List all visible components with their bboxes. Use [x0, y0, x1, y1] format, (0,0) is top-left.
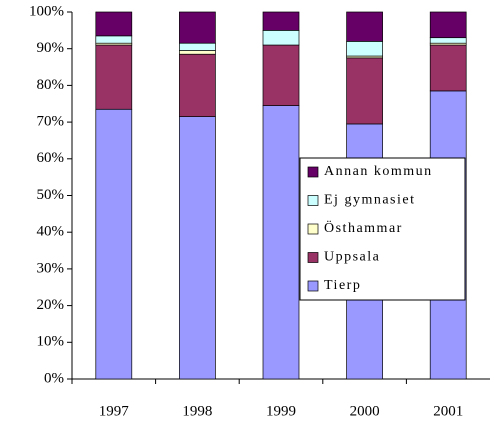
legend-swatch — [307, 280, 319, 292]
bar-segment — [262, 11, 300, 31]
bar-segment — [95, 108, 133, 380]
bar-segment — [346, 57, 383, 125]
y-tick-label: 80% — [37, 77, 65, 93]
bar-segment — [179, 11, 216, 44]
y-tick-label: 50% — [37, 187, 65, 203]
bar-segment — [346, 41, 383, 57]
bar-segment — [262, 105, 300, 380]
y-tick-label: 40% — [37, 224, 65, 240]
y-tick-label: 20% — [37, 297, 65, 313]
legend-swatch — [307, 195, 319, 206]
legend-swatch — [307, 166, 319, 178]
bar-segment — [429, 44, 467, 92]
legend-label: Tierp — [324, 278, 361, 293]
legend-swatch — [307, 252, 319, 263]
y-tick-label: 30% — [37, 260, 65, 276]
legend-swatch — [307, 223, 319, 235]
y-tick-label: 0% — [44, 370, 64, 386]
bar-segment — [262, 30, 300, 46]
legend-label: Ej gymnasiet — [324, 193, 416, 208]
bar-segment — [179, 53, 216, 117]
x-tick-label: 2001 — [433, 403, 463, 419]
y-tick-label: 70% — [37, 114, 65, 130]
x-tick-label: 1999 — [266, 403, 296, 419]
bar-segment — [429, 37, 467, 44]
bar-segment — [179, 50, 216, 55]
x-tick-label: 1997 — [99, 403, 130, 419]
bar-segment — [262, 44, 300, 106]
bar-segment — [95, 35, 133, 44]
bar-segment — [95, 44, 133, 110]
y-tick-label: 60% — [37, 150, 65, 166]
legend-label: Annan kommun — [324, 164, 433, 179]
bar-segment — [346, 11, 383, 42]
x-tick-label: 2000 — [350, 403, 380, 419]
y-tick-label: 100% — [29, 3, 64, 19]
bar-segment — [179, 116, 216, 380]
legend-label: Uppsala — [324, 250, 380, 265]
bar-segment — [95, 11, 133, 37]
x-tick-label: 1998 — [182, 403, 212, 419]
legend-label: Östhammar — [324, 219, 403, 236]
y-tick-label: 10% — [37, 334, 65, 350]
legend-box — [299, 157, 466, 301]
bar-segment — [179, 42, 216, 51]
y-tick-label: 90% — [37, 40, 65, 56]
bar-segment — [429, 11, 467, 39]
